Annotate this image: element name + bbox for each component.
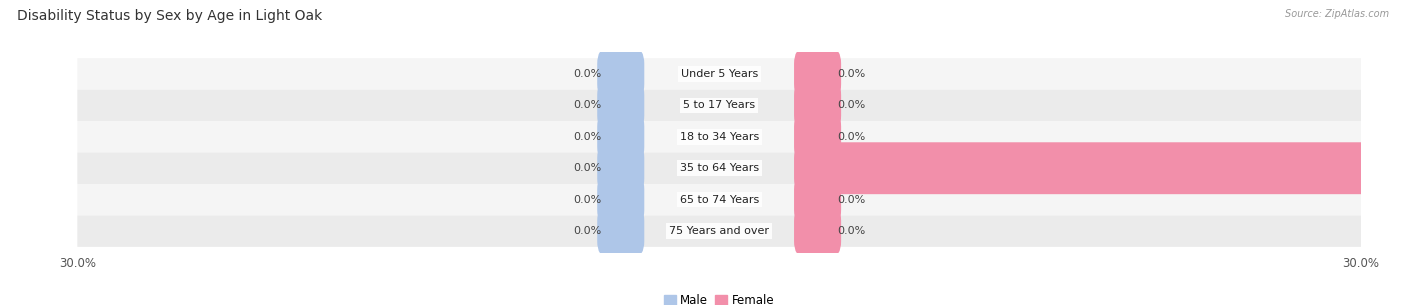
FancyBboxPatch shape: [77, 184, 1361, 215]
Text: 0.0%: 0.0%: [574, 195, 602, 205]
Text: 0.0%: 0.0%: [837, 69, 865, 79]
Text: 0.0%: 0.0%: [837, 132, 865, 142]
Text: Disability Status by Sex by Age in Light Oak: Disability Status by Sex by Age in Light…: [17, 9, 322, 23]
Text: 0.0%: 0.0%: [837, 226, 865, 236]
Text: 0.0%: 0.0%: [574, 100, 602, 110]
Text: 0.0%: 0.0%: [574, 132, 602, 142]
Text: 35 to 64 Years: 35 to 64 Years: [679, 163, 759, 173]
FancyBboxPatch shape: [794, 79, 841, 131]
FancyBboxPatch shape: [77, 121, 1361, 152]
Text: 65 to 74 Years: 65 to 74 Years: [679, 195, 759, 205]
Text: 5 to 17 Years: 5 to 17 Years: [683, 100, 755, 110]
Text: 0.0%: 0.0%: [837, 100, 865, 110]
Text: Source: ZipAtlas.com: Source: ZipAtlas.com: [1285, 9, 1389, 19]
Text: 0.0%: 0.0%: [574, 226, 602, 236]
FancyBboxPatch shape: [598, 205, 644, 257]
FancyBboxPatch shape: [794, 142, 1406, 194]
FancyBboxPatch shape: [794, 205, 841, 257]
FancyBboxPatch shape: [794, 174, 841, 226]
Legend: Male, Female: Male, Female: [659, 289, 779, 305]
Text: 18 to 34 Years: 18 to 34 Years: [679, 132, 759, 142]
FancyBboxPatch shape: [598, 111, 644, 163]
FancyBboxPatch shape: [598, 79, 644, 131]
Text: Under 5 Years: Under 5 Years: [681, 69, 758, 79]
FancyBboxPatch shape: [598, 48, 644, 100]
FancyBboxPatch shape: [598, 174, 644, 226]
FancyBboxPatch shape: [794, 48, 841, 100]
FancyBboxPatch shape: [77, 215, 1361, 247]
FancyBboxPatch shape: [794, 111, 841, 163]
FancyBboxPatch shape: [598, 142, 644, 194]
FancyBboxPatch shape: [77, 58, 1361, 90]
Text: 0.0%: 0.0%: [574, 163, 602, 173]
FancyBboxPatch shape: [77, 90, 1361, 121]
Text: 0.0%: 0.0%: [574, 69, 602, 79]
FancyBboxPatch shape: [77, 152, 1361, 184]
Text: 0.0%: 0.0%: [837, 195, 865, 205]
Text: 75 Years and over: 75 Years and over: [669, 226, 769, 236]
